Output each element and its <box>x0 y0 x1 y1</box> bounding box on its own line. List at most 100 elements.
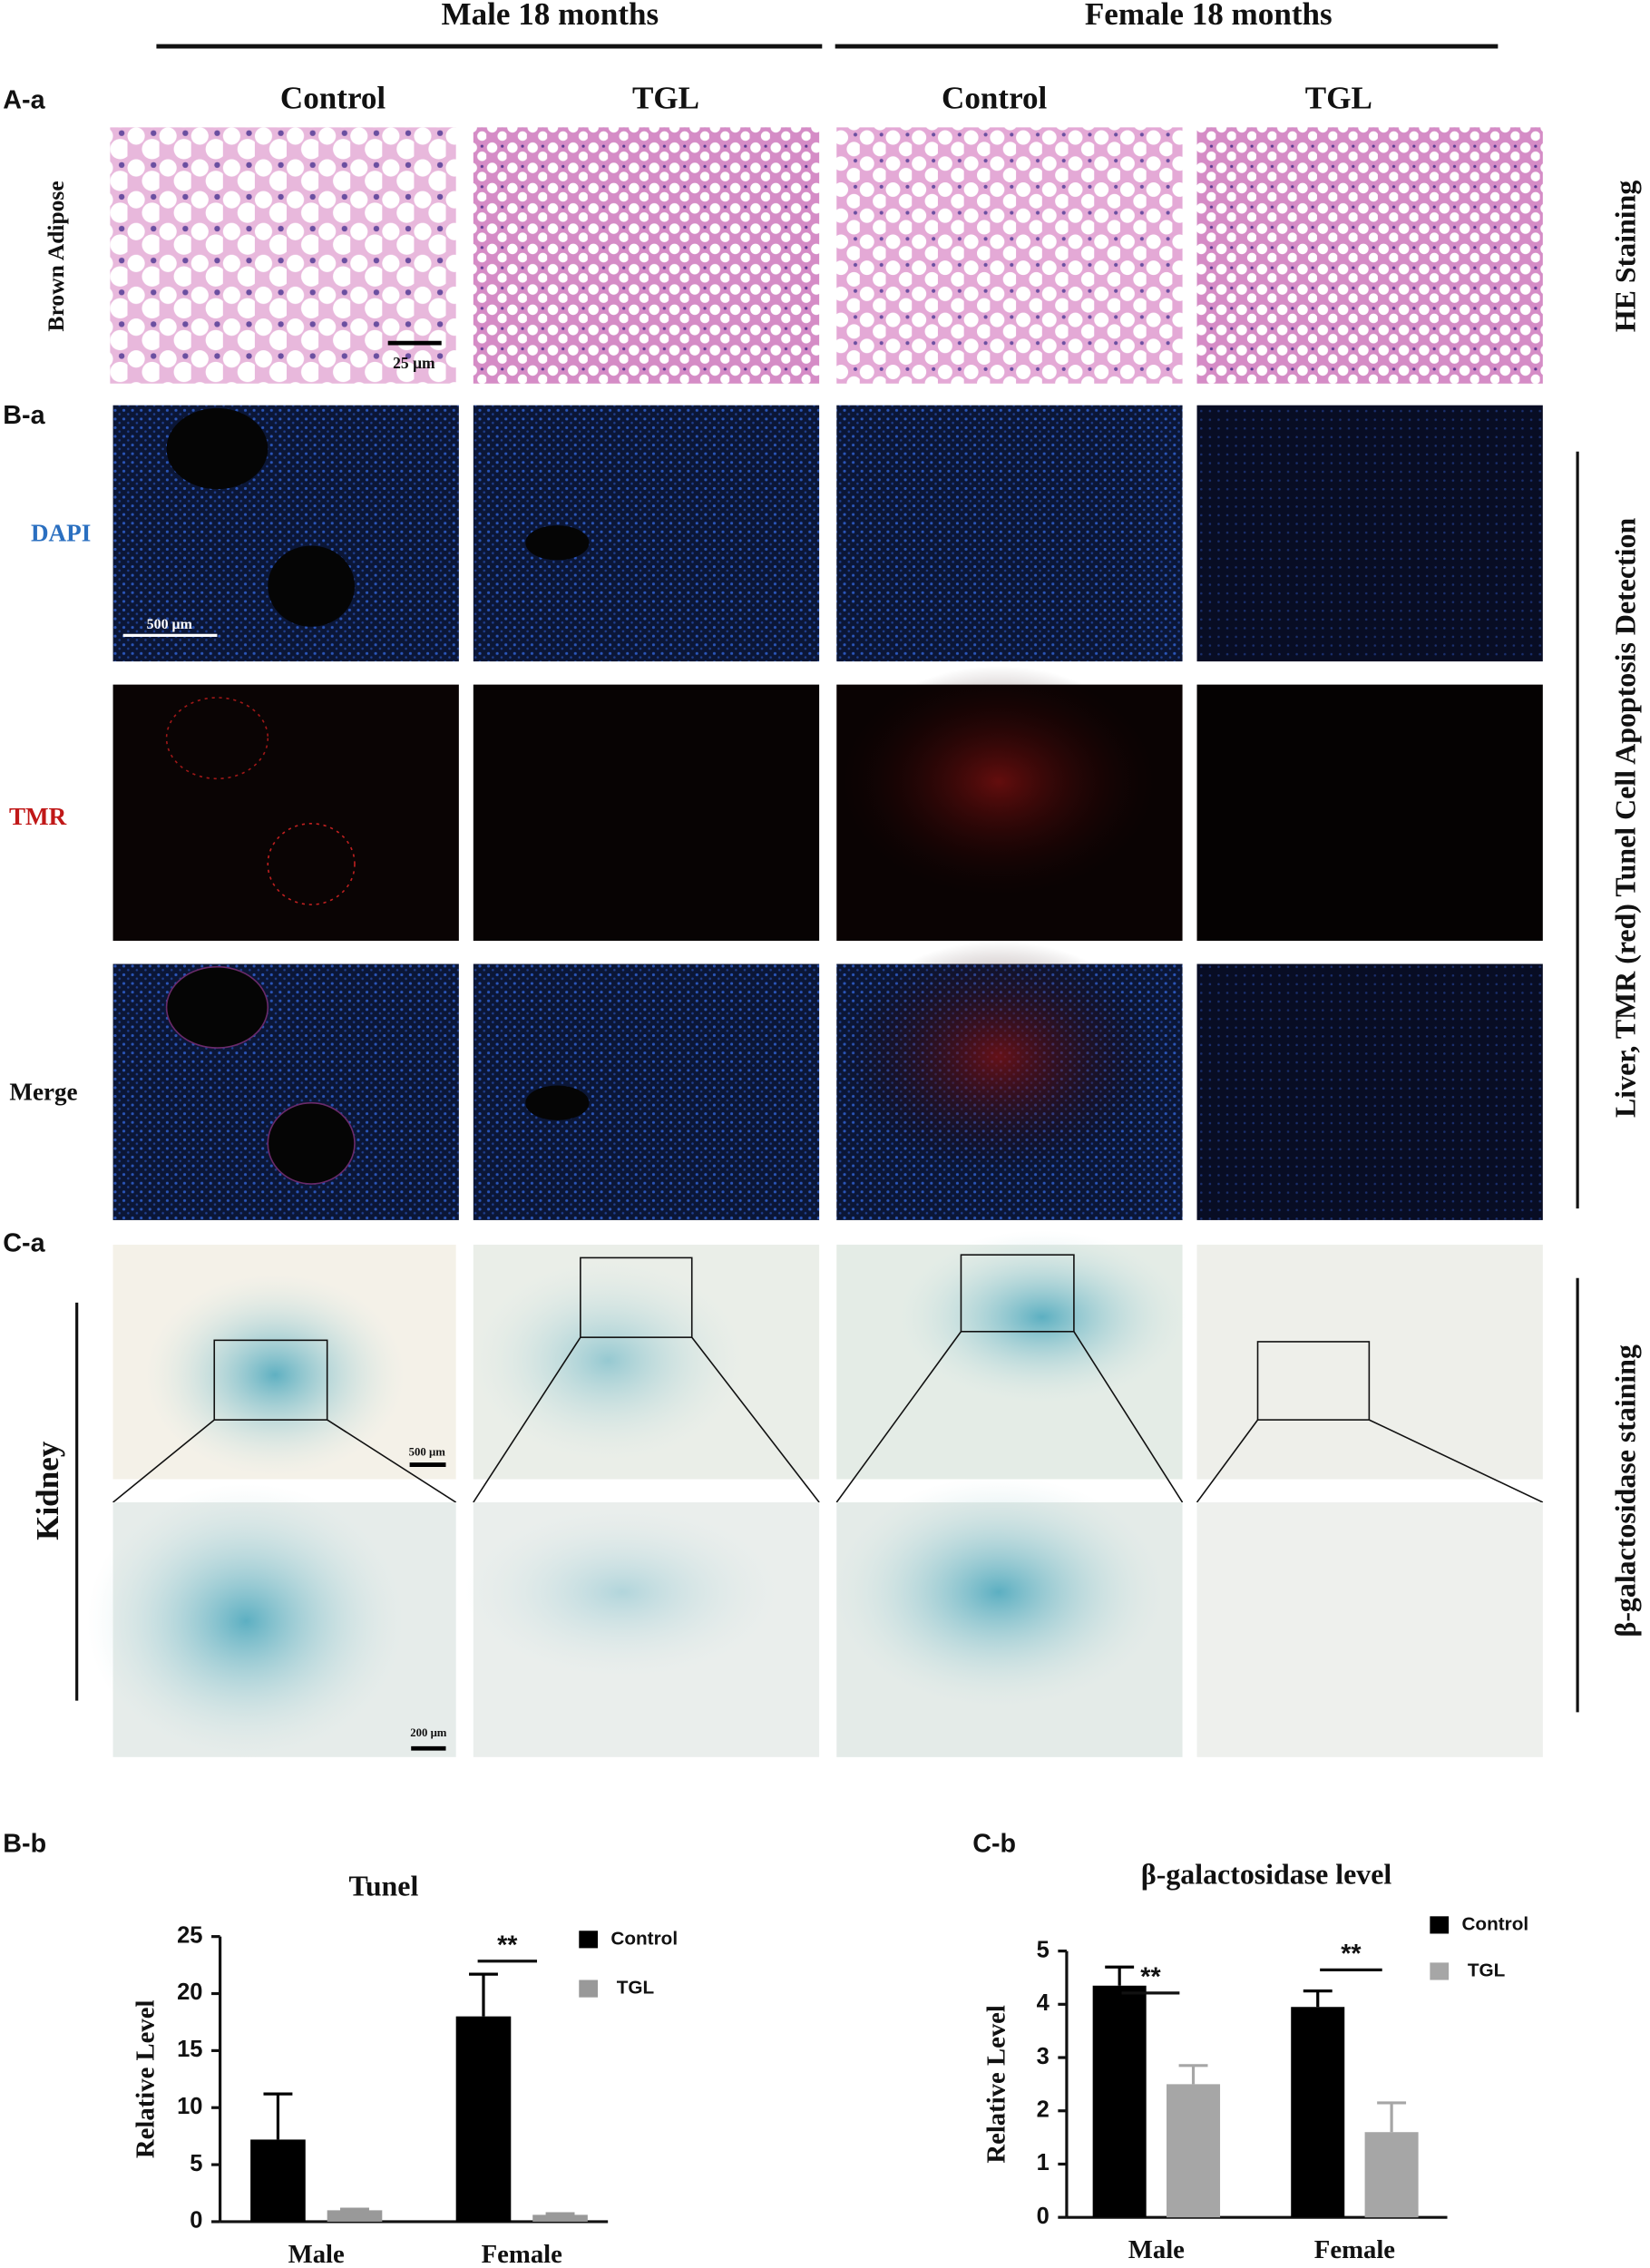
y-tick-label: 5 <box>190 2151 202 2176</box>
row-label: DAPI <box>31 520 91 547</box>
column-label: TGL <box>632 81 699 116</box>
y-tick-label: 4 <box>1037 1990 1050 2016</box>
y-tick-label: 0 <box>190 2208 202 2234</box>
y-axis-label: Relative Level <box>982 2005 1011 2164</box>
bar <box>455 2016 512 2222</box>
column-label: Control <box>280 81 386 116</box>
stain <box>839 665 1158 898</box>
micrograph <box>1196 127 1543 384</box>
stain <box>463 1505 782 1679</box>
vessel <box>525 1085 590 1120</box>
micrograph-row: 500 μm <box>112 405 1543 1220</box>
bar <box>250 2139 306 2222</box>
column-label: TGL <box>1305 81 1372 116</box>
x-tick-label: Female <box>1314 2235 1395 2264</box>
y-tick-label: 0 <box>1037 2204 1050 2229</box>
y-tick-label: 5 <box>1037 1937 1050 1962</box>
y-axis-label: Relative Level <box>131 2000 160 2159</box>
row-label: Merge <box>9 1078 77 1105</box>
micrograph <box>473 963 820 1220</box>
bar <box>327 2210 383 2222</box>
zoom-line <box>112 1331 1544 1503</box>
error-bar <box>1303 1989 1333 2008</box>
side-label: β-galactosidase staining <box>1609 1344 1641 1637</box>
legend-label: Control <box>610 1928 678 1949</box>
micrograph <box>836 127 1183 384</box>
scale-label: 25 μm <box>393 354 435 372</box>
error-bar <box>469 1972 498 2017</box>
column-label: Control <box>942 81 1048 116</box>
micrograph <box>1196 963 1543 1220</box>
side-label: HE Staining <box>1609 181 1641 333</box>
y-tick-label: 2 <box>1037 2097 1050 2122</box>
chart-title: Tunel <box>348 1870 418 1901</box>
vessel <box>166 407 268 490</box>
vessel <box>165 965 269 1049</box>
stain <box>470 1259 746 1462</box>
legend-label: TGL <box>617 1978 655 1999</box>
micrograph <box>473 127 820 384</box>
significance-label: ** <box>497 1931 518 1960</box>
chart-title: β-galactosidase level <box>1141 1859 1391 1891</box>
stain <box>832 1476 1166 1708</box>
micrograph <box>836 405 1183 662</box>
micrograph <box>112 963 459 1220</box>
panel-label: C-b <box>972 1830 1016 1859</box>
stain <box>86 1483 405 1759</box>
vessel <box>267 822 356 905</box>
group-label: Male 18 months <box>442 0 659 32</box>
micrograph <box>1196 684 1543 942</box>
micrograph <box>1196 1245 1543 1480</box>
significance-label: ** <box>1341 1940 1362 1969</box>
scale-label: 500 μm <box>147 617 192 632</box>
error-bar <box>1178 2064 1208 2085</box>
row-label: Brown Adipose <box>43 181 69 331</box>
micrograph <box>1196 405 1543 662</box>
y-tick-label: 25 <box>177 1922 202 1948</box>
vessel <box>525 525 590 561</box>
error-bar <box>1377 2101 1407 2133</box>
x-tick-label: Female <box>482 2240 562 2268</box>
vessel <box>165 697 269 780</box>
scale-label: 200 μm <box>410 1726 447 1739</box>
vessel <box>268 545 355 627</box>
legend-swatch <box>579 1980 599 1998</box>
row-label: Kidney <box>30 1441 65 1540</box>
x-tick-label: Male <box>288 2240 345 2268</box>
micrograph-row: 500 μm 200 μm <box>86 1230 1544 1759</box>
micrograph <box>112 684 459 942</box>
vessel <box>267 1101 356 1185</box>
micrograph <box>473 405 820 662</box>
micrograph <box>1196 1502 1543 1757</box>
side-label: Liver, TMR (red) Tunel Cell Apoptosis De… <box>1609 518 1641 1118</box>
y-tick-label: 15 <box>177 2037 202 2062</box>
legend-swatch <box>579 1931 599 1949</box>
row-label: TMR <box>9 803 67 830</box>
panel-label: C-a <box>3 1229 45 1258</box>
error-bar <box>340 2207 369 2211</box>
y-tick-label: 1 <box>1037 2150 1050 2175</box>
significance-label: ** <box>1140 1962 1161 1991</box>
legend-label: Control <box>1461 1913 1528 1934</box>
bar <box>1167 2084 1221 2218</box>
zoom-box <box>1256 1341 1371 1421</box>
bar <box>532 2214 588 2222</box>
zoom-box <box>213 1339 328 1421</box>
panel-label: A-a <box>3 85 45 114</box>
bar <box>1092 1985 1147 2218</box>
stain <box>897 1230 1187 1404</box>
y-tick-label: 10 <box>177 2094 202 2119</box>
scale-label: 500 μm <box>409 1446 446 1459</box>
micrograph <box>473 684 820 942</box>
y-tick-label: 20 <box>177 1980 202 2005</box>
legend-label: TGL <box>1468 1960 1506 1980</box>
error-bar <box>263 2092 293 2140</box>
error-bar <box>1105 1965 1135 1986</box>
panel-label: B-a <box>3 401 45 430</box>
zoom-box <box>580 1256 693 1338</box>
legend-swatch <box>1430 1916 1450 1934</box>
legend-swatch <box>1430 1962 1450 1980</box>
stain <box>839 941 1158 1173</box>
